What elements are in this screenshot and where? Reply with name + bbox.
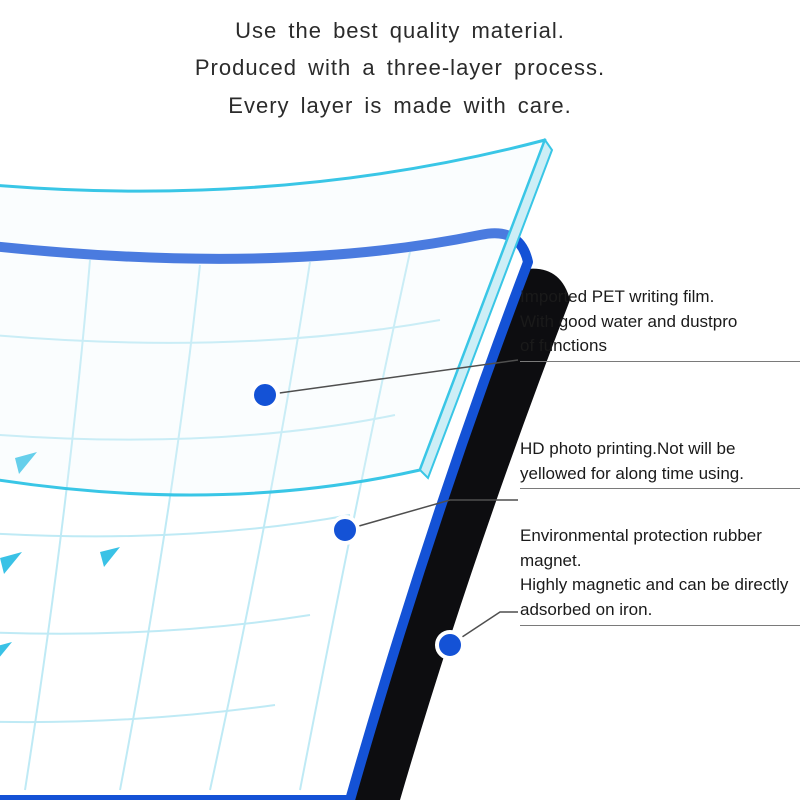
callout-3-line-2: Highly magnetic and can be directly	[520, 573, 800, 598]
callout-layer-2: HD photo printing.Not will be yellowed f…	[520, 437, 800, 489]
callout-1-line-2: With good water and dustpro	[520, 310, 800, 335]
callout-1-line-3: of functions	[520, 334, 800, 359]
callout-2-line-1: HD photo printing.Not will be	[520, 437, 800, 462]
callout-1-rule	[520, 361, 800, 362]
layers-diagram	[0, 0, 800, 800]
callout-1-line-1: Imported PET writing film.	[520, 285, 800, 310]
callout-3-rule	[520, 625, 800, 626]
callout-layer-1: Imported PET writing film. With good wat…	[520, 285, 800, 362]
callout-2-line-2: yellowed for along time using.	[520, 462, 800, 487]
callout-2-rule	[520, 488, 800, 489]
callout-3-line-1: Environmental protection rubber magnet.	[520, 524, 800, 573]
callout-layer-3: Environmental protection rubber magnet. …	[520, 524, 800, 626]
callout-3-line-3: adsorbed on iron.	[520, 598, 800, 623]
